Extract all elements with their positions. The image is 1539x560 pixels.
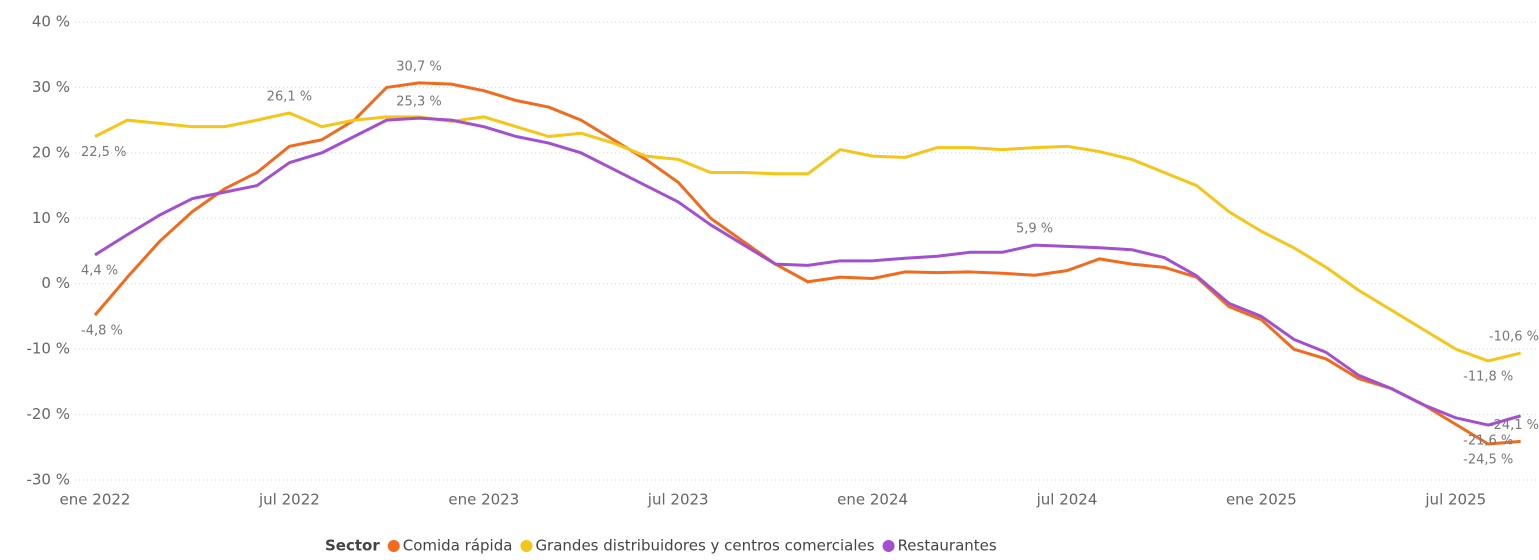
data-label: 26,1 % (267, 89, 312, 104)
x-tick-label: ene 2023 (448, 491, 519, 509)
x-tick-label: jul 2022 (258, 491, 320, 509)
y-tick-label: 20 % (32, 143, 70, 161)
data-label: -24,1 % (1489, 418, 1539, 433)
data-label: 4,4 % (81, 263, 118, 278)
x-tick-label: jul 2025 (1424, 491, 1486, 509)
x-tick-label: jul 2023 (647, 491, 709, 509)
series-line (93, 81, 1521, 446)
x-tick-label: ene 2025 (1226, 491, 1297, 509)
legend-label: Restaurantes (898, 537, 997, 555)
data-label: 30,7 % (396, 59, 441, 74)
data-label: 22,5 % (81, 145, 126, 160)
data-label: -10,6 % (1489, 330, 1539, 345)
data-label: 25,3 % (396, 95, 441, 110)
x-tick-label: jul 2024 (1036, 491, 1098, 509)
y-tick-label: -10 % (26, 340, 70, 358)
legend-title: Sector (325, 537, 380, 555)
y-tick-label: -30 % (26, 471, 70, 489)
legend-label: Comida rápida (403, 537, 513, 555)
data-label: -24,5 % (1463, 453, 1513, 468)
y-tick-label: 0 % (41, 274, 70, 292)
legend-marker (387, 540, 400, 552)
data-label: 5,9 % (1016, 222, 1053, 237)
x-tick-label: ene 2022 (60, 491, 131, 509)
legend-label: Grandes distribuidores y centros comerci… (535, 537, 874, 555)
legend-marker (882, 540, 895, 552)
data-label: -21,6 % (1463, 434, 1513, 449)
y-tick-label: 10 % (32, 209, 70, 227)
series-line (94, 116, 1522, 427)
x-tick-label: ene 2024 (837, 491, 908, 509)
y-tick-label: -20 % (26, 405, 70, 423)
legend-marker (520, 540, 533, 552)
y-tick-label: 30 % (32, 78, 70, 96)
data-label: -11,8 % (1463, 369, 1513, 384)
y-tick-label: 40 % (32, 13, 70, 31)
series-line (94, 111, 1521, 363)
data-label: -4,8 % (81, 324, 123, 339)
